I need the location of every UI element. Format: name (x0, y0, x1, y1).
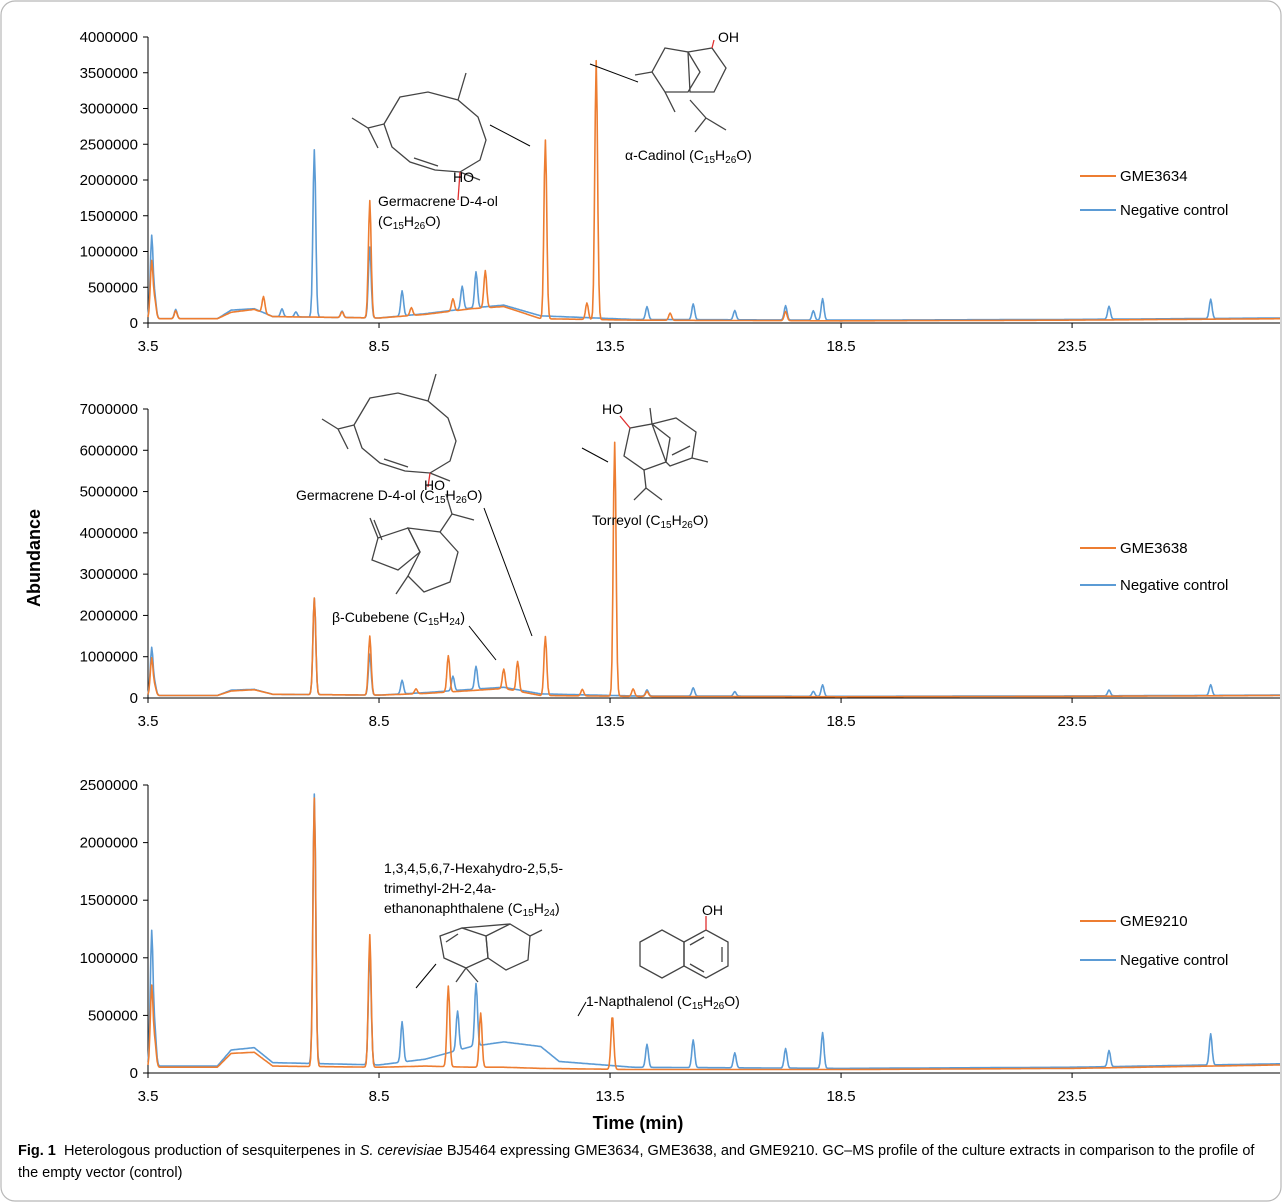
annotation-torreyol: Torreyol (C15H26O) (592, 512, 708, 531)
y-tick-label: 1500000 (80, 208, 138, 225)
y-tick-label: 1500000 (80, 892, 138, 909)
y-tick-label: 4000000 (80, 29, 138, 46)
y-axis-title: Abundance (24, 509, 44, 607)
y-tick-label: 1000000 (80, 950, 138, 967)
legend-label: GME3634 (1120, 168, 1188, 185)
x-tick-label: 23.5 (1057, 713, 1086, 730)
y-tick-label: 3000000 (80, 566, 138, 583)
x-tick-label: 13.5 (595, 713, 624, 730)
y-tick-label: 0 (130, 690, 138, 707)
series-line-sample (147, 59, 1280, 322)
caption-text-2: BJ5464 expressing GME3634, GME3638, and … (18, 1143, 1255, 1181)
y-tick-label: 2000000 (80, 607, 138, 624)
structure-torreyol (619, 407, 709, 501)
annotation-hexahydro-line1: 1,3,4,5,6,7-Hexahydro-2,5,5- (384, 860, 563, 876)
panel-gme9210: 0 500000 1000000 1500000 2000000 2500000 3.5 8.… (80, 777, 1281, 1105)
legend-label: Negative control (1120, 952, 1228, 969)
series-line-sample (147, 797, 1281, 1071)
series-line-control (147, 793, 1280, 1070)
oh-label-3: HO (424, 477, 445, 493)
x-tick-label: 18.5 (826, 338, 855, 355)
x-tick-label: 3.5 (138, 1088, 159, 1105)
y-tick-label: 1000000 (80, 244, 138, 261)
annotation-leader-1a (489, 124, 531, 147)
annotation-germacrene-formula-1: (C15H26O) (378, 213, 441, 232)
panel-gme3638: 0 1000000 2000000 3000000 4000000 5000000 6000… (80, 401, 1280, 730)
y-tick-label: 5000000 (80, 484, 138, 501)
figure-caption: Fig. 1 Heterologous production of sesqui… (18, 1140, 1268, 1184)
panel-gme3634: 0 500000 1000000 1500000 2000000 2500000 30000… (80, 29, 1280, 355)
annotation-leader-2a (483, 507, 533, 637)
annotation-leader-3a (415, 963, 437, 989)
annotation-leader-3b (577, 1001, 587, 1017)
y-tick-label: 2000000 (80, 835, 138, 852)
legend-label: Negative control (1120, 577, 1228, 594)
x-tick-label: 18.5 (826, 713, 855, 730)
y-tick-label: 0 (130, 1065, 138, 1082)
legend-label: GME3638 (1120, 540, 1188, 557)
y-tick-label: 4000000 (80, 525, 138, 542)
x-tick-label: 8.5 (369, 1088, 390, 1105)
caption-text-1: Heterologous production of sesquiterpene… (63, 1143, 356, 1159)
oh-label-4: HO (602, 401, 623, 417)
legend-label: GME9210 (1120, 913, 1188, 930)
structure-alpha-cadinol (634, 39, 727, 133)
y-tick-label: 1000000 (80, 649, 138, 666)
series-line-sample (147, 441, 1280, 698)
y-tick-label: 3500000 (80, 65, 138, 82)
x-axis-title: Time (min) (593, 1113, 684, 1133)
y-tick-label: 2500000 (80, 136, 138, 153)
structure-napthalenol (639, 916, 729, 979)
y-tick-label: 3000000 (80, 101, 138, 118)
annotation-napthalenol: 1-Napthalenol (C15H26O) (586, 993, 740, 1012)
annotation-leader-2b (581, 447, 609, 463)
x-tick-label: 3.5 (138, 338, 159, 355)
oh-label-1: HO (453, 169, 474, 185)
x-tick-label: 3.5 (138, 713, 159, 730)
y-tick-label: 6000000 (80, 442, 138, 459)
y-tick-label: 2500000 (80, 777, 138, 794)
structure-ethanonaphthalene (439, 923, 543, 983)
caption-species: S. cerevisiae (359, 1143, 443, 1159)
annotation-germacrene-2: Germacrene D-4-ol (C15H26O) (296, 487, 482, 506)
y-tick-label: 500000 (88, 1007, 138, 1024)
x-tick-label: 13.5 (595, 338, 624, 355)
oh-label-2: OH (718, 29, 739, 45)
structure-beta-cubebene (369, 493, 475, 595)
annotation-germacrene-name-1: Germacrene D-4-ol (378, 193, 498, 209)
x-tick-label: 8.5 (369, 338, 390, 355)
x-tick-label: 23.5 (1057, 338, 1086, 355)
y-tick-label: 0 (130, 315, 138, 332)
annotation-hexahydro-line3: ethanonaphthalene (C15H24) (384, 900, 560, 919)
annotation-cubebene: β-Cubebene (C15H24) (332, 609, 465, 628)
y-tick-label: 2000000 (80, 172, 138, 189)
oh-label-5: OH (702, 902, 723, 918)
caption-label: Fig. 1 (18, 1143, 56, 1159)
structure-germacrene-d-4-ol-2 (321, 373, 457, 488)
annotation-cadinol: α-Cadinol (C15H26O) (625, 147, 752, 166)
x-tick-label: 18.5 (826, 1088, 855, 1105)
legend-label: Negative control (1120, 202, 1228, 219)
x-tick-label: 23.5 (1057, 1088, 1086, 1105)
x-tick-label: 13.5 (595, 1088, 624, 1105)
x-tick-label: 8.5 (369, 713, 390, 730)
annotation-leader-1b (589, 63, 639, 83)
annotation-leader-2c (468, 625, 497, 661)
annotation-hexahydro-line2: trimethyl-2H-2,4a- (384, 880, 496, 896)
y-tick-label: 7000000 (80, 401, 138, 418)
structure-germacrene-d-4-ol-1 (351, 72, 487, 201)
y-tick-label: 500000 (88, 279, 138, 296)
